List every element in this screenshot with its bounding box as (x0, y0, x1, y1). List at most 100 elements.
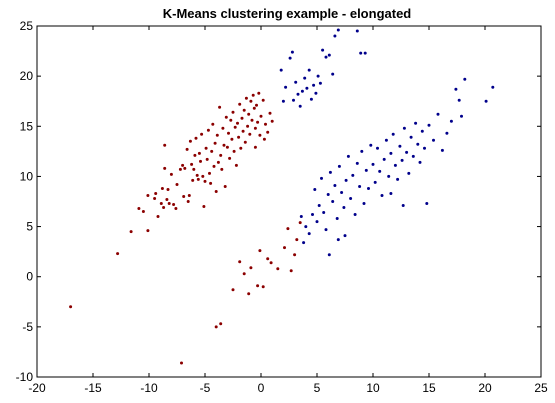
data-point (228, 156, 232, 160)
data-point (407, 171, 411, 175)
x-tick-label: 25 (534, 381, 548, 395)
data-point (233, 125, 237, 129)
data-point (258, 249, 262, 253)
data-point (163, 143, 167, 147)
data-point (389, 151, 393, 155)
data-point (225, 145, 229, 149)
data-point (418, 160, 422, 164)
data-point (359, 51, 363, 55)
data-point (400, 158, 404, 162)
data-point (247, 292, 251, 296)
data-point (221, 126, 225, 130)
data-point (324, 228, 328, 232)
data-point (346, 154, 350, 158)
data-point (387, 174, 391, 178)
data-point (322, 211, 326, 214)
data-point (362, 202, 366, 205)
data-point (284, 85, 288, 89)
data-point (250, 118, 254, 122)
data-point (249, 266, 253, 270)
data-point (324, 55, 328, 59)
chart-title: K-Means clustering example - elongated (163, 6, 412, 21)
data-point (378, 169, 382, 173)
data-point (156, 215, 160, 218)
points-layer (69, 28, 495, 365)
data-point (203, 179, 207, 183)
data-point (172, 203, 176, 206)
data-point (181, 163, 185, 167)
data-point (326, 193, 330, 196)
data-point (343, 234, 347, 238)
data-point (197, 151, 201, 155)
data-point (401, 204, 405, 207)
x-tick-label: -5 (200, 381, 211, 395)
data-point (202, 205, 206, 208)
data-point (376, 146, 379, 150)
data-point (229, 118, 233, 122)
y-tick-label: 5 (26, 220, 33, 234)
data-point (309, 97, 313, 101)
data-point (414, 121, 418, 125)
data-point (160, 187, 164, 190)
data-point (360, 149, 364, 153)
data-point (195, 173, 199, 177)
data-point (286, 227, 290, 231)
data-point (363, 51, 367, 55)
data-point (292, 98, 295, 102)
data-point (331, 72, 335, 76)
data-point (242, 108, 246, 112)
data-point (153, 197, 157, 200)
data-point (304, 225, 308, 229)
data-point (268, 111, 272, 115)
data-point (243, 140, 247, 144)
data-point (353, 213, 357, 216)
data-point (213, 141, 217, 145)
data-point (261, 285, 265, 289)
data-point (266, 130, 270, 134)
data-point (137, 207, 141, 210)
data-point (256, 120, 260, 124)
data-point (211, 122, 215, 126)
data-point (219, 153, 223, 157)
data-point (293, 253, 297, 257)
data-point (232, 149, 236, 153)
data-point (321, 48, 325, 52)
data-point (420, 129, 424, 133)
data-point (200, 132, 204, 136)
y-tick-label: 0 (26, 270, 33, 284)
data-point (460, 114, 463, 118)
data-point (318, 81, 322, 85)
data-point (305, 86, 309, 90)
plot-frame (36, 25, 542, 378)
data-point (484, 99, 488, 103)
data-point (186, 200, 190, 203)
data-point (238, 102, 242, 106)
data-point (279, 68, 283, 72)
tick-labels-layer: -20 -15 -10 -5 0 5 10 15 20 25 -10 -5 0 5 10 15 20 25 (16, 19, 548, 395)
y-tick-label: 15 (20, 119, 34, 133)
data-point (162, 206, 166, 209)
ticks-layer (36, 25, 542, 378)
data-point (440, 148, 444, 152)
y-tick-label: 10 (20, 169, 34, 183)
data-point (224, 115, 228, 119)
data-point (231, 110, 235, 114)
data-point (411, 154, 415, 158)
x-tick-label: 0 (258, 381, 265, 395)
data-point (314, 91, 318, 95)
data-point (191, 178, 195, 182)
data-point (192, 167, 196, 171)
data-point (307, 68, 311, 72)
data-point (299, 215, 303, 218)
data-point (129, 230, 133, 234)
data-point (253, 126, 257, 130)
data-point (146, 194, 150, 197)
data-point (204, 146, 208, 150)
data-point (369, 143, 373, 147)
data-point (393, 163, 397, 167)
data-point (351, 173, 355, 177)
data-point (231, 288, 235, 292)
data-point (238, 260, 242, 264)
data-point (371, 162, 375, 166)
